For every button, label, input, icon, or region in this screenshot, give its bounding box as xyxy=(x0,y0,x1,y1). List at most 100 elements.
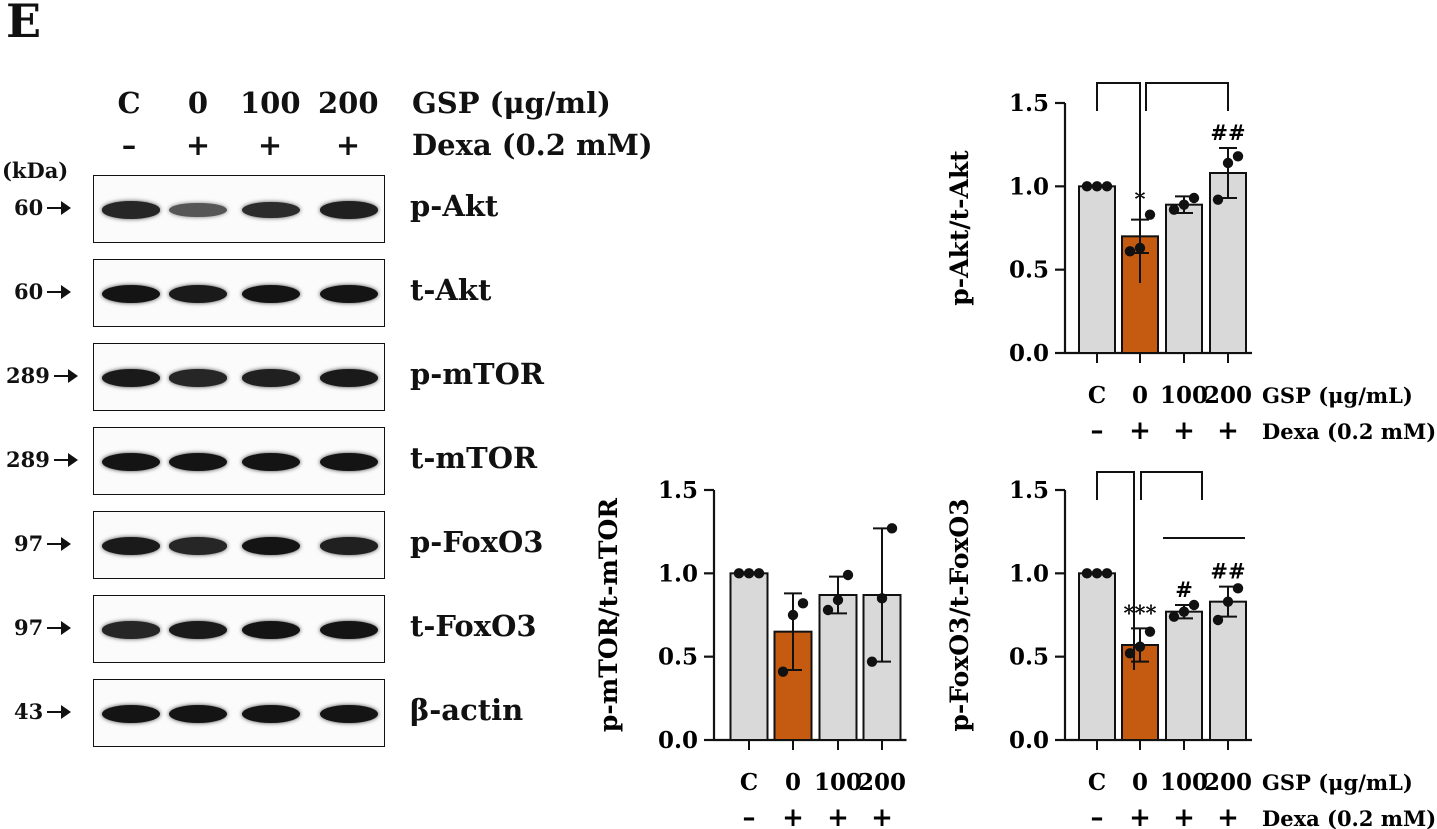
mw-marker: 43 xyxy=(14,699,72,724)
data-point xyxy=(743,568,755,579)
y-tick-label: 0.5 xyxy=(658,644,698,671)
arrow-right-icon xyxy=(53,368,78,383)
kda-label: (kDa) xyxy=(2,158,69,183)
y-tick-label: 1.5 xyxy=(1009,90,1049,117)
y-tick-label: 1.5 xyxy=(658,477,698,504)
blot-band xyxy=(242,201,300,219)
data-point xyxy=(797,598,809,609)
arrow-right-icon xyxy=(47,536,72,551)
protein-label: p-Akt xyxy=(410,189,499,223)
significance-mark: *** xyxy=(1124,600,1157,625)
gsp-label: GSP (μg/mL) xyxy=(1262,383,1413,408)
comparison-bracket xyxy=(1096,471,1135,670)
blot-band xyxy=(169,202,227,218)
lane-label-c: C xyxy=(117,86,141,120)
y-tick-label: 0.0 xyxy=(658,727,698,754)
data-point xyxy=(1178,199,1190,210)
significance-mark: ## xyxy=(1210,559,1245,584)
x-tick-label: 0 xyxy=(1132,382,1148,409)
blot-band xyxy=(102,537,160,555)
mw-marker: 97 xyxy=(14,615,72,640)
mw-value: 97 xyxy=(14,531,44,556)
mw-value: 60 xyxy=(14,279,44,304)
arrow-right-icon xyxy=(47,284,72,299)
blot-strip xyxy=(93,175,385,243)
significance-mark: # xyxy=(1175,577,1193,602)
blot-band xyxy=(242,285,300,303)
data-point xyxy=(1144,626,1156,637)
blot-band xyxy=(169,453,227,471)
protein-label: p-mTOR xyxy=(410,357,544,391)
data-point xyxy=(787,609,799,621)
y-tick-label: 1.0 xyxy=(1009,173,1049,200)
dexa-sign: + xyxy=(1173,803,1195,829)
lane-label-0: 0 xyxy=(187,86,209,120)
mw-value: 43 xyxy=(14,699,44,724)
blot-band xyxy=(102,201,160,219)
data-point xyxy=(1101,568,1113,579)
blot-band xyxy=(320,705,378,723)
x-tick-label: 200 xyxy=(858,769,906,796)
dexa-sign: + xyxy=(1173,416,1195,446)
blot-strip xyxy=(93,595,385,663)
blot-strip xyxy=(93,259,385,327)
x-tick-label: 200 xyxy=(1204,382,1252,409)
dexa-sign-100: + xyxy=(257,128,283,162)
y-tick-label: 0.0 xyxy=(1009,340,1049,367)
bar xyxy=(1165,610,1203,742)
data-point xyxy=(1134,641,1146,652)
x-tick-label: C xyxy=(740,769,758,796)
data-point xyxy=(1232,151,1244,162)
comparison-bracket xyxy=(1145,82,1229,111)
blot-band xyxy=(320,621,378,639)
bar xyxy=(818,594,858,741)
data-point xyxy=(876,593,888,604)
y-axis-label: p-mTOR/t-mTOR xyxy=(594,498,623,732)
panel-letter: E xyxy=(6,0,42,48)
blot-band xyxy=(320,537,378,555)
arrow-right-icon xyxy=(47,620,72,635)
data-point xyxy=(886,523,898,534)
mw-marker: 289 xyxy=(6,447,78,472)
x-tick-label: 200 xyxy=(1204,769,1252,796)
arrow-right-icon xyxy=(47,200,72,215)
y-tick-label: 0.5 xyxy=(1009,257,1049,284)
dexa-label: Dexa (0.2 mM) xyxy=(1262,806,1436,829)
data-point xyxy=(1212,614,1224,626)
blot-band xyxy=(320,453,378,471)
blot-band xyxy=(242,537,300,555)
data-point xyxy=(1081,181,1093,192)
data-point xyxy=(753,568,765,579)
comparison-bracket xyxy=(1140,471,1203,500)
x-tick-label: 0 xyxy=(785,769,801,796)
data-point xyxy=(1124,648,1136,659)
protein-label: p-FoxO3 xyxy=(410,525,544,559)
protein-label: t-mTOR xyxy=(410,441,538,475)
blot-strip xyxy=(93,343,385,411)
data-point xyxy=(733,568,745,579)
blot-band xyxy=(102,453,160,471)
x-tick-label: 100 xyxy=(814,769,862,796)
data-point xyxy=(822,604,834,616)
dexa-sign-200: + xyxy=(335,128,361,162)
y-tick-label: 1.0 xyxy=(1009,560,1049,587)
mw-value: 97 xyxy=(14,615,44,640)
data-point xyxy=(1168,204,1180,215)
mw-value: 289 xyxy=(6,447,50,472)
blot-band xyxy=(102,621,160,639)
y-tick-label: 1.0 xyxy=(658,560,698,587)
data-point xyxy=(1101,181,1113,192)
mw-marker: 289 xyxy=(6,363,78,388)
protein-label: t-Akt xyxy=(410,273,492,307)
protein-label: β-actin xyxy=(410,693,524,727)
data-point xyxy=(1212,194,1224,205)
bar xyxy=(1165,203,1203,354)
dexa-sign: + xyxy=(1217,803,1239,829)
dexa-sign: + xyxy=(827,803,849,829)
blot-strip xyxy=(93,511,385,579)
blot-band xyxy=(102,705,160,723)
blot-strip xyxy=(93,679,385,747)
y-tick-label: 0.5 xyxy=(1009,644,1049,671)
data-point xyxy=(832,594,844,606)
